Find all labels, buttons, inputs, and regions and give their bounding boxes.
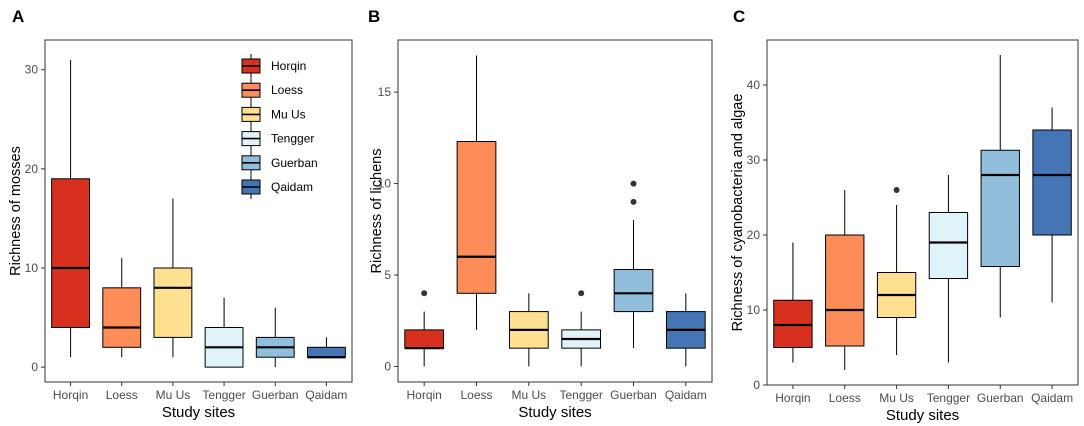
legend-label-mu-us: Mu Us xyxy=(271,107,306,121)
x-tick-label-tengger: Tengger xyxy=(559,388,602,402)
y-tick-label: 10 xyxy=(747,303,761,317)
outlier-point-horqin xyxy=(421,290,428,297)
x-tick-label-mu-us: Mu Us xyxy=(511,388,546,402)
y-tick-label: 0 xyxy=(753,378,760,392)
x-tick-label-qaidam: Qaidam xyxy=(665,388,707,402)
x-tick-label-tengger: Tengger xyxy=(927,391,970,405)
box-guerban xyxy=(613,269,654,313)
x-axis-label: Study sites xyxy=(162,404,235,421)
x-axis-label: Study sites xyxy=(518,404,591,421)
box-loess xyxy=(102,287,142,348)
panel-a-mosses: A 0 10 20 30 Richness of mosses Horqin Loess Mu … xyxy=(8,7,353,421)
outlier-point-mu-us xyxy=(893,187,900,193)
plot-frame xyxy=(397,39,713,383)
legend-label-horqin: Horqin xyxy=(271,59,306,73)
y-tick-label: 15 xyxy=(378,85,392,99)
plot-frame xyxy=(44,39,353,383)
outlier-point-tengger xyxy=(578,290,585,297)
box-mu-us xyxy=(153,267,193,338)
x-tick-label-horqin: Horqin xyxy=(53,388,88,402)
y-tick-label: 0 xyxy=(31,360,38,374)
box-loess xyxy=(825,234,865,347)
y-tick-label: 20 xyxy=(747,228,761,242)
y-axis-label: Richness of cyanobacteria and algae xyxy=(730,94,746,332)
legend-label-loess: Loess xyxy=(271,83,303,97)
x-tick-label-loess: Loess xyxy=(460,388,492,402)
box-horqin xyxy=(773,299,813,348)
y-tick-label: 30 xyxy=(25,63,39,77)
y-tick-label: 10 xyxy=(378,177,392,191)
y-tick-label: 20 xyxy=(25,162,39,176)
x-tick-label-horqin: Horqin xyxy=(406,388,441,402)
box-tengger xyxy=(928,212,969,279)
legend-label-tengger: Tengger xyxy=(271,132,314,146)
panel-b-lichens: B 0 5 10 15 Richness of lichens Horqin Loess Mu … xyxy=(368,7,713,421)
x-tick-label-horqin: Horqin xyxy=(775,391,810,405)
y-tick-label: 40 xyxy=(747,78,761,92)
x-tick-label-loess: Loess xyxy=(829,391,861,405)
x-tick-label-loess: Loess xyxy=(106,388,138,402)
y-axis-label: Richness of lichens xyxy=(369,149,385,274)
y-axis-label: Richness of mosses xyxy=(8,146,24,276)
x-tick-label-qaidam: Qaidam xyxy=(305,388,347,402)
legend-label-guerban: Guerban xyxy=(271,156,318,170)
y-tick-label: 0 xyxy=(384,359,391,373)
box-loess xyxy=(456,141,497,294)
y-tick-label: 5 xyxy=(384,268,391,282)
y-tick-label: 10 xyxy=(25,261,39,275)
y-tick-label: 30 xyxy=(747,153,761,167)
x-tick-label-tengger: Tengger xyxy=(202,388,245,402)
outlier-point-guerban xyxy=(630,180,637,187)
plot-frame xyxy=(766,39,1079,386)
x-tick-label-mu-us: Mu Us xyxy=(156,388,191,402)
box-horqin xyxy=(404,329,445,349)
x-tick-label-guerban: Guerban xyxy=(252,388,299,402)
box-qaidam xyxy=(306,346,346,358)
x-tick-label-mu-us: Mu Us xyxy=(879,391,914,405)
x-tick-label-guerban: Guerban xyxy=(977,391,1024,405)
panel-label: A xyxy=(12,7,24,26)
legend-label-qaidam: Qaidam xyxy=(271,180,313,194)
panel-label: B xyxy=(368,7,380,26)
box-guerban xyxy=(980,149,1020,267)
x-axis-label: Study sites xyxy=(886,407,959,424)
panel-label: C xyxy=(733,7,745,26)
box-qaidam xyxy=(1032,129,1072,236)
outlier-point-guerban xyxy=(630,198,637,205)
box-horqin xyxy=(51,178,91,328)
x-tick-label-qaidam: Qaidam xyxy=(1031,391,1073,405)
x-tick-label-guerban: Guerban xyxy=(610,388,657,402)
